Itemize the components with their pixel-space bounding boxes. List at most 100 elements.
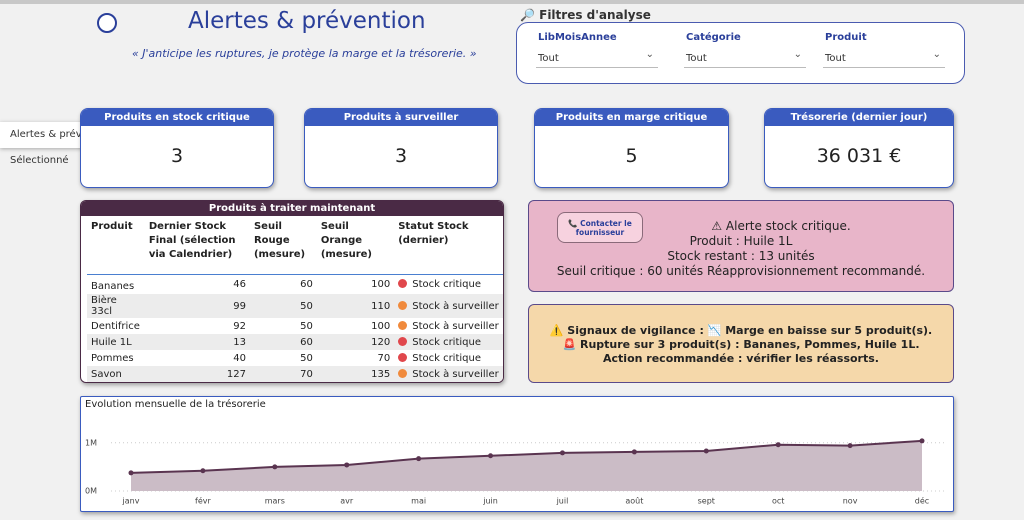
kpi-value: 36 031 € (816, 145, 902, 167)
cell-status: Stock à surveiller (394, 294, 503, 318)
cell-status: Stock critique (394, 275, 503, 295)
point (559, 450, 565, 456)
kpi-card: Trésorerie (dernier jour) 36 031 € (764, 108, 954, 188)
filter-label: LibMoisAnnee (538, 32, 617, 43)
top-bar (0, 0, 1024, 4)
alert-line: Stock restant : 13 unités (667, 249, 815, 263)
status-text: Stock critique (412, 336, 481, 348)
table-panel: Produits à traiter maintenant Produit Der… (80, 200, 504, 383)
contact-button[interactable]: 📞 Contacter le fournisseur (557, 212, 643, 243)
alert-line: Produit : Huile 1L (689, 234, 793, 248)
point (488, 453, 494, 459)
cell-status: Stock à surveiller (394, 318, 503, 334)
x-tick-label: mars (265, 497, 285, 506)
x-tick-label: avr (340, 497, 354, 506)
chart-panel: Evolution mensuelle de la trésorerie 0M 1… (80, 396, 954, 512)
cell-number: 110 (316, 294, 395, 318)
cell-number: 70 (249, 366, 317, 382)
vigilance-box: ⚠️ Signaux de vigilance : 📉 Marge en bai… (528, 304, 954, 383)
table-row: Savon 127 70 135 Stock à surveiller (87, 366, 503, 382)
cell-product: Bananes (91, 280, 135, 292)
y-tick-label: 0M (85, 487, 97, 496)
filter-dropdown[interactable]: Tout (684, 46, 806, 68)
kpi-title: Trésorerie (dernier jour) (765, 109, 953, 126)
cell-number: 13 (144, 334, 250, 350)
filter-label: Produit (825, 32, 867, 43)
column-header: Dernier Stock Final (sélection via Calen… (144, 218, 250, 275)
filter-label: Catégorie (686, 32, 741, 43)
cell-number: 100 (371, 320, 391, 332)
status-dot (398, 336, 408, 346)
point (344, 462, 350, 468)
kpi-card: Produits en marge critique 5 (534, 108, 729, 188)
alert-line: Seuil critique : 60 unités Réapprovision… (556, 264, 926, 278)
cell-status: Stock critique (394, 334, 503, 350)
vigilance-line: 🚨 Rupture sur 3 produit(s) : Bananes, Po… (562, 338, 920, 351)
cell-status: Stock à surveiller (394, 366, 503, 382)
kpi-value: 3 (394, 145, 408, 167)
cell-number: 60 (300, 279, 313, 290)
status-text: Stock critique (412, 352, 481, 364)
column-header: Seuil Orange (mesure) (316, 218, 395, 275)
cell-number: 40 (233, 352, 246, 364)
status-dot (398, 368, 408, 378)
x-tick-label: nov (843, 497, 858, 506)
filter-dropdown[interactable]: Tout (823, 46, 945, 68)
cell-number: 100 (371, 279, 391, 290)
point (703, 448, 709, 454)
filters-title: 🔎 Filtres d'analyse (520, 8, 651, 22)
cell-number: 120 (316, 334, 395, 350)
kpi-title: Produits à surveiller (305, 109, 497, 126)
area (131, 440, 922, 491)
point (847, 443, 853, 449)
column-header: Produit (87, 218, 145, 275)
kpi-value: 5 (625, 145, 638, 167)
table-row: Pommes 40 50 70 Stock critique (87, 350, 503, 366)
status-dot (398, 320, 408, 330)
vigilance-line: ⚠️ Signaux de vigilance : 📉 Marge en bai… (549, 324, 933, 337)
x-tick-label: oct (772, 497, 784, 506)
status-dot (398, 300, 408, 310)
x-tick-label: mai (411, 497, 426, 506)
cell-product: Huile 1L (87, 334, 145, 350)
cell-product: Pommes (91, 352, 134, 364)
cell-product: Dentifrice (91, 320, 140, 332)
alert-line: ⚠ Alerte stock critique. (711, 219, 851, 233)
cell-number: 70 (377, 352, 391, 364)
logo (97, 13, 117, 33)
cell-number: 135 (316, 366, 395, 382)
x-tick-label: févr (195, 496, 211, 506)
table-row: Dentifrice 92 50 100 Stock à surveiller (87, 318, 503, 334)
point (272, 464, 278, 470)
page-subtitle: « J'anticipe les ruptures, je protège la… (132, 47, 477, 60)
kpi-card: Produits en stock critique 3 (80, 108, 274, 188)
page-title: Alertes & prévention (188, 8, 426, 34)
chart: Evolution mensuelle de la trésorerie 0M 1… (85, 398, 947, 506)
status-text: Stock à surveiller (412, 368, 499, 380)
kpi-title: Produits en stock critique (81, 109, 273, 126)
cell-number: 50 (249, 294, 317, 318)
point (631, 449, 637, 455)
point (919, 438, 925, 444)
alert-box: ⚠ Alerte stock critique. Produit : Huile … (528, 200, 954, 292)
status-dot (398, 279, 408, 288)
column-header: Statut Stock (dernier) (394, 218, 503, 275)
status-text: Stock à surveiller (412, 300, 499, 312)
kpi-value: 3 (170, 145, 184, 167)
status-text: Stock à surveiller (412, 320, 499, 332)
cell-number: 50 (300, 320, 313, 332)
cell-number: 92 (233, 320, 246, 332)
table-row: Huile 1L 13 60 120 Stock critique (87, 334, 503, 350)
point (200, 468, 206, 474)
table: Produit Dernier Stock Final (sélection vi… (87, 218, 503, 382)
chart-title: Evolution mensuelle de la trésorerie (85, 398, 266, 410)
cell-product: Savon (87, 366, 145, 382)
x-tick-label: sept (698, 497, 715, 506)
cell-number: 60 (249, 334, 317, 350)
filter-dropdown[interactable]: Tout (536, 46, 658, 68)
x-tick-label: août (625, 497, 643, 506)
cell-number: 99 (144, 294, 250, 318)
column-header: Seuil Rouge (mesure) (249, 218, 317, 275)
point (416, 456, 422, 462)
